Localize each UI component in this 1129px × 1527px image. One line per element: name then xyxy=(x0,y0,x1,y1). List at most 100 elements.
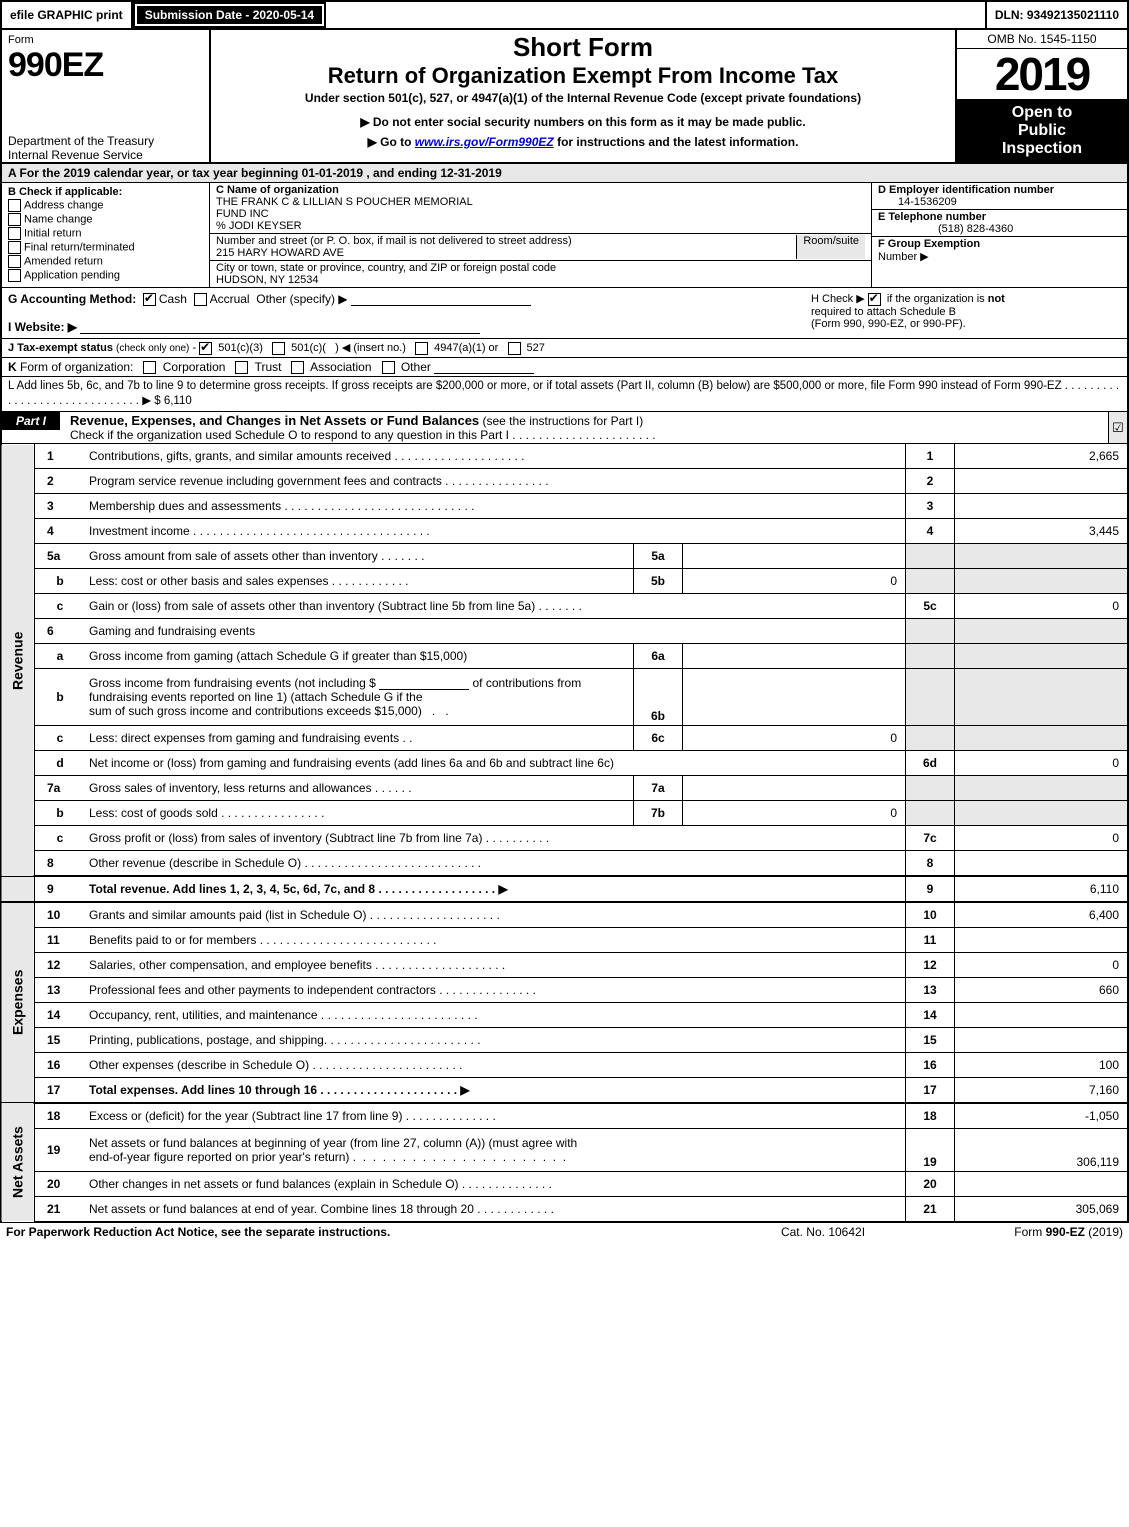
line-6a-num: a xyxy=(35,644,86,669)
line-21-num: 21 xyxy=(35,1197,86,1223)
line-3-desc: Membership dues and assessments . . . . … xyxy=(85,494,906,519)
city-value: HUDSON, NY 12534 xyxy=(216,274,319,286)
line-12-rlabel: 12 xyxy=(906,953,955,978)
line-14-desc: Occupancy, rent, utilities, and maintena… xyxy=(85,1003,906,1028)
line-11-num: 11 xyxy=(35,928,86,953)
line-6b-vgray xyxy=(955,669,1129,726)
line-6b-blank[interactable] xyxy=(379,677,469,690)
line-12-desc: Salaries, other compensation, and employ… xyxy=(85,953,906,978)
footer-form-ref: Form 990-EZ (2019) xyxy=(923,1225,1123,1239)
subtitle-ssn-warning: ▶ Do not enter social security numbers o… xyxy=(217,115,949,129)
line-9-num: 9 xyxy=(35,876,86,902)
line-19-num: 19 xyxy=(35,1129,86,1172)
block-c: C Name of organization THE FRANK C & LIL… xyxy=(210,183,871,287)
line-19-value: 306,119 xyxy=(955,1129,1129,1172)
line-6c-desc: Less: direct expenses from gaming and fu… xyxy=(85,726,634,751)
title-short-form: Short Form xyxy=(217,32,949,63)
line-7a-num: 7a xyxy=(35,776,86,801)
line-5a-vgray xyxy=(955,544,1129,569)
addr-value: 215 HARY HOWARD AVE xyxy=(216,247,344,259)
part-1-schedule-o-check[interactable]: ☑ xyxy=(1108,412,1127,443)
line-15-value xyxy=(955,1028,1129,1053)
line-6b-invalue xyxy=(683,669,906,726)
line-6c-num: c xyxy=(35,726,86,751)
chk-501c3[interactable] xyxy=(199,342,212,355)
line-9-value: 6,110 xyxy=(955,876,1129,902)
g-accounting-label: G Accounting Method: xyxy=(8,292,136,306)
line-7a-desc: Gross sales of inventory, less returns a… xyxy=(85,776,634,801)
chk-cash[interactable] xyxy=(143,293,156,306)
line-7b-invalue: 0 xyxy=(683,801,906,826)
line-6d-num: d xyxy=(35,751,86,776)
chk-amended-return[interactable]: Amended return xyxy=(8,255,203,268)
row-k-form-org: K Form of organization: Corporation Trus… xyxy=(0,358,1129,377)
line-16-desc: Other expenses (describe in Schedule O) … xyxy=(85,1053,906,1078)
dln-label: DLN: 93492135021110 xyxy=(985,2,1127,28)
line-17-desc: Total expenses. Add lines 10 through 16 … xyxy=(85,1078,906,1104)
line-13-value: 660 xyxy=(955,978,1129,1003)
line-6b-num: b xyxy=(35,669,86,726)
block-b-heading: B Check if applicable: xyxy=(8,186,203,198)
part-1-title: Revenue, Expenses, and Changes in Net As… xyxy=(70,413,479,428)
line-1-value: 2,665 xyxy=(955,444,1129,469)
line-16-value: 100 xyxy=(955,1053,1129,1078)
line-7c-rlabel: 7c xyxy=(906,826,955,851)
line-17-num: 17 xyxy=(35,1078,86,1104)
line-5c-num: c xyxy=(35,594,86,619)
i-website-input[interactable] xyxy=(80,321,480,334)
chk-application-pending[interactable]: Application pending xyxy=(8,269,203,282)
f-group-exemption-label: F Group Exemption xyxy=(878,238,980,250)
line-4-value: 3,445 xyxy=(955,519,1129,544)
line-7c-desc: Gross profit or (loss) from sales of inv… xyxy=(85,826,906,851)
k-other-input[interactable] xyxy=(434,361,534,374)
chk-527[interactable] xyxy=(508,342,521,355)
line-2-rlabel: 2 xyxy=(906,469,955,494)
d-ein-label: D Employer identification number xyxy=(878,184,1054,196)
form-header: Form 990EZ Department of the Treasury In… xyxy=(0,30,1129,164)
chk-trust[interactable] xyxy=(235,361,248,374)
line-17-rlabel: 17 xyxy=(906,1078,955,1104)
line-12-num: 12 xyxy=(35,953,86,978)
chk-4947a1[interactable] xyxy=(415,342,428,355)
line-1-rlabel: 1 xyxy=(906,444,955,469)
chk-corporation[interactable] xyxy=(143,361,156,374)
line-16-rlabel: 16 xyxy=(906,1053,955,1078)
title-return: Return of Organization Exempt From Incom… xyxy=(217,63,949,89)
topbar-spacer xyxy=(326,2,985,28)
row-l-gross-receipts: L Add lines 5b, 6c, and 7b to line 9 to … xyxy=(0,377,1129,412)
line-5a-invalue xyxy=(683,544,906,569)
g-other-input[interactable] xyxy=(351,293,531,306)
line-5b-desc: Less: cost or other basis and sales expe… xyxy=(85,569,634,594)
row-h: H Check ▶ if the organization is not req… xyxy=(811,292,1121,334)
line-6a-invalue xyxy=(683,644,906,669)
chk-h-schedule-b[interactable] xyxy=(868,293,881,306)
line-17-value: 7,160 xyxy=(955,1078,1129,1104)
line-6b-rgray xyxy=(906,669,955,726)
line-2-desc: Program service revenue including govern… xyxy=(85,469,906,494)
chk-name-change[interactable]: Name change xyxy=(8,213,203,226)
line-9-rlabel: 9 xyxy=(906,876,955,902)
line-8-rlabel: 8 xyxy=(906,851,955,877)
e-telephone-label: E Telephone number xyxy=(878,211,986,223)
addr-label: Number and street (or P. O. box, if mail… xyxy=(216,235,572,247)
line-5b-num: b xyxy=(35,569,86,594)
chk-accrual[interactable] xyxy=(194,293,207,306)
efile-label[interactable]: efile GRAPHIC print xyxy=(2,2,133,28)
side-net-assets: Net Assets xyxy=(1,1103,35,1222)
chk-address-change[interactable]: Address change xyxy=(8,199,203,212)
chk-association[interactable] xyxy=(291,361,304,374)
chk-final-return[interactable]: Final return/terminated xyxy=(8,241,203,254)
line-14-value xyxy=(955,1003,1129,1028)
chk-initial-return[interactable]: Initial return xyxy=(8,227,203,240)
chk-501c[interactable] xyxy=(272,342,285,355)
line-1-desc: Contributions, gifts, grants, and simila… xyxy=(85,444,906,469)
part-1-header: Part I Revenue, Expenses, and Changes in… xyxy=(0,412,1129,444)
org-name-1: THE FRANK C & LILLIAN S POUCHER MEMORIAL xyxy=(216,196,473,208)
chk-other-org[interactable] xyxy=(382,361,395,374)
line-3-rlabel: 3 xyxy=(906,494,955,519)
room-suite-label: Room/suite xyxy=(796,235,865,259)
part-1-badge: Part I xyxy=(2,412,60,430)
irs-link[interactable]: www.irs.gov/Form990EZ xyxy=(415,135,554,149)
line-10-num: 10 xyxy=(35,902,86,928)
line-6d-value: 0 xyxy=(955,751,1129,776)
